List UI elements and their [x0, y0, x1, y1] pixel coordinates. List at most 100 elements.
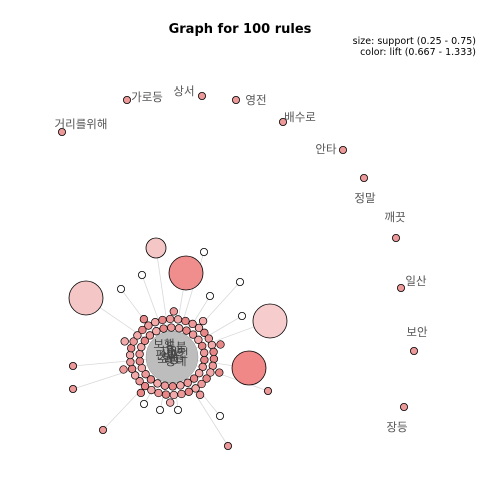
rule-node	[125, 350, 135, 360]
rule-node-small	[117, 284, 126, 293]
rule-node	[141, 370, 150, 379]
rule-node	[191, 384, 200, 393]
rule-node	[135, 377, 144, 386]
rule-node	[140, 381, 150, 391]
rule-node	[169, 307, 178, 316]
rule-node	[135, 349, 144, 359]
rule-node	[158, 315, 167, 325]
rule-node	[154, 388, 163, 398]
legend-color: color: lift (0.667 - 1.333)	[360, 47, 476, 58]
rule-node-small	[205, 291, 214, 300]
rule-node	[173, 315, 183, 324]
rule-node	[177, 389, 186, 399]
item-label: 가로등	[131, 90, 163, 104]
hub-label: 등불	[165, 340, 186, 354]
item-label: 정말	[354, 191, 376, 205]
item-label: 일산	[405, 274, 427, 288]
hub-label: 안전	[167, 346, 188, 360]
item-node	[396, 283, 405, 292]
hub-label: 동네	[165, 354, 186, 368]
rule-node	[119, 365, 128, 374]
rule-node	[209, 354, 219, 364]
rule-node-small	[155, 405, 164, 414]
rule-node	[194, 323, 204, 333]
rule-node	[200, 355, 209, 365]
rule-node	[181, 316, 190, 326]
item-node	[399, 402, 408, 411]
rule-node	[151, 318, 160, 327]
rule-node	[136, 388, 146, 398]
rule-node-small	[215, 411, 224, 420]
rule-node	[166, 314, 175, 324]
item-node	[58, 127, 67, 136]
item-label: 거리를위해	[55, 117, 108, 131]
item-node	[409, 346, 418, 355]
rule-node	[176, 381, 185, 390]
rule-node	[194, 335, 203, 344]
item-label: 장등	[386, 420, 407, 434]
item-label: 깨끗	[384, 210, 405, 224]
rule-node	[207, 340, 217, 350]
item-label: 보안	[406, 325, 428, 339]
rule-node-small	[69, 384, 78, 393]
rule-node	[198, 362, 207, 372]
rule-node	[216, 340, 225, 349]
hub-label: 밝음	[163, 350, 184, 364]
rule-node	[137, 363, 146, 373]
rule-node	[202, 374, 211, 383]
hub-label: 편의	[155, 348, 176, 362]
rule-node-small	[223, 441, 232, 450]
rule-node	[188, 330, 198, 339]
rule-node	[120, 337, 129, 346]
item-node	[197, 92, 206, 101]
rule-node	[135, 357, 144, 366]
rule-node	[189, 374, 199, 383]
rule-node-small	[139, 399, 148, 408]
rule-node	[200, 348, 209, 357]
rule-node	[215, 368, 224, 377]
rule-node-small	[99, 425, 108, 434]
rule-node	[183, 378, 192, 387]
rule-node-small	[69, 361, 78, 370]
rule-node	[168, 382, 177, 391]
item-node	[278, 118, 287, 127]
rule-node	[169, 390, 178, 400]
rule-node-large	[145, 237, 167, 259]
rule-node-small	[263, 386, 272, 395]
rule-node	[159, 324, 168, 333]
item-node	[338, 145, 347, 154]
item-label: 배수로	[284, 110, 316, 124]
rule-node	[167, 323, 176, 332]
rule-node-large	[252, 303, 288, 339]
rule-node	[146, 375, 156, 384]
rule-node	[147, 385, 156, 395]
rule-node	[184, 387, 193, 396]
legend-size: size: support (0.25 - 0.75)	[352, 36, 476, 47]
rule-node	[195, 390, 205, 399]
rule-node-large	[168, 255, 204, 291]
rule-node	[137, 342, 146, 352]
rule-node	[198, 341, 207, 351]
rule-node	[166, 398, 175, 407]
item-label: 상서	[173, 84, 194, 98]
rule-node	[145, 331, 155, 340]
rule-node-small	[173, 405, 182, 414]
rule-node	[133, 331, 142, 340]
rule-node	[209, 347, 218, 357]
hub-label: 보행	[153, 337, 174, 351]
rule-node	[182, 326, 191, 335]
rule-node	[138, 325, 147, 335]
item-label: 영전	[245, 93, 266, 107]
rule-node	[144, 321, 153, 330]
rule-node	[127, 364, 137, 374]
rule-node	[161, 390, 171, 399]
hub-label: 조명	[157, 352, 178, 366]
rule-node	[198, 316, 208, 326]
item-node	[231, 96, 240, 105]
rule-node	[188, 319, 197, 329]
rule-node	[129, 337, 138, 346]
chart-title: Graph for 100 rules	[168, 22, 312, 37]
rule-node	[174, 324, 184, 333]
